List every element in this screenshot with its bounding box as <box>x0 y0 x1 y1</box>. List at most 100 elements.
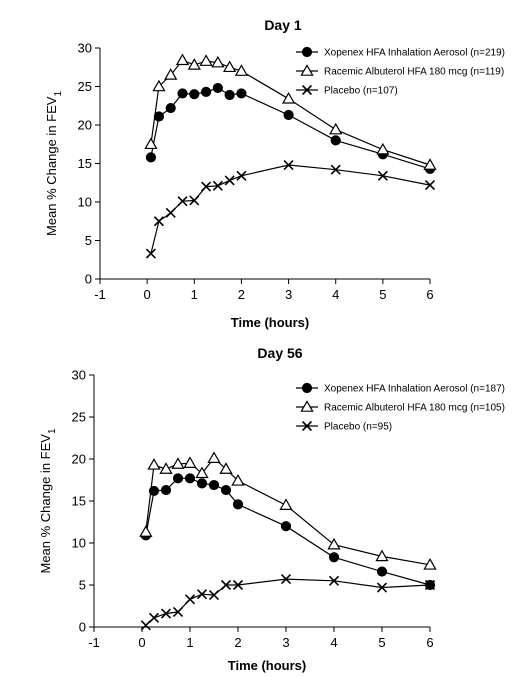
data-point <box>201 181 212 192</box>
x-tick-label: 3 <box>282 635 289 650</box>
data-point <box>152 79 166 92</box>
data-point <box>172 473 184 484</box>
data-point <box>187 58 201 70</box>
data-point <box>145 152 157 163</box>
x-axis-label: Time (hours) <box>228 658 307 673</box>
data-point <box>175 53 190 66</box>
data-point <box>195 466 209 479</box>
data-point <box>199 54 213 66</box>
data-point <box>376 142 390 155</box>
data-point <box>329 122 343 135</box>
data-point <box>234 64 249 76</box>
data-point <box>165 207 176 218</box>
data-point <box>328 575 340 586</box>
x-tick-label: -1 <box>88 635 100 650</box>
series-line <box>145 477 431 586</box>
data-point <box>183 456 197 468</box>
data-point <box>330 164 341 175</box>
y-tick-label: 10 <box>72 536 86 551</box>
legend-marker <box>301 46 313 58</box>
data-point <box>164 68 178 80</box>
legend-marker <box>301 420 313 432</box>
data-point <box>375 549 389 562</box>
legend-label: Xopenex HFA Inhalation Aerosol (n=219) <box>324 48 505 59</box>
data-point <box>207 451 221 463</box>
data-point <box>283 109 294 121</box>
x-tick-label: 2 <box>238 287 245 302</box>
data-point <box>211 55 225 68</box>
data-point <box>236 88 247 99</box>
y-axis-label-main: Mean % Change in FEV <box>38 434 53 574</box>
data-point <box>140 620 151 631</box>
legend-marker <box>300 400 314 412</box>
data-point <box>327 537 341 550</box>
data-point <box>196 589 208 600</box>
y-tick-label: 10 <box>78 195 92 210</box>
y-axis-label-subscript: 1 <box>47 428 58 434</box>
data-point <box>148 612 160 623</box>
data-point <box>280 521 292 532</box>
data-point <box>172 606 184 617</box>
data-point <box>424 579 436 591</box>
y-tick-label: 20 <box>72 452 86 467</box>
legend: Xopenex HFA Inhalation Aerosol (n=187) Ra… <box>296 382 505 433</box>
y-axis-label: Mean % Change in FEV1 <box>44 91 64 236</box>
series-open-triangle <box>139 451 437 570</box>
data-point <box>139 525 153 537</box>
data-point <box>424 179 436 191</box>
data-point <box>423 158 437 170</box>
data-point <box>189 89 200 100</box>
data-point <box>220 484 232 496</box>
legend-marker <box>300 64 314 76</box>
data-point <box>219 462 233 474</box>
data-point <box>184 473 196 484</box>
x-tick-label: 6 <box>426 287 433 302</box>
series-open-triangle <box>144 53 437 170</box>
y-tick-label: 20 <box>78 118 92 133</box>
data-point <box>212 82 223 94</box>
legend: Xopenex HFA Inhalation Aerosol (n=219) Ra… <box>296 46 505 97</box>
data-point <box>279 498 293 510</box>
y-tick-label: 25 <box>72 410 86 425</box>
data-point <box>189 195 200 206</box>
data-point <box>196 478 208 489</box>
data-point <box>159 462 173 474</box>
legend-label: Placebo (n=107) <box>324 86 398 97</box>
series-x <box>140 574 436 631</box>
y-tick-label: 0 <box>79 620 86 635</box>
legend-label: Racemic Albuterol HFA 180 mcg (n=105) <box>324 403 505 414</box>
y-tick-label: 30 <box>72 368 86 383</box>
data-point <box>171 457 185 469</box>
series-line <box>145 578 431 626</box>
data-point <box>223 60 237 73</box>
data-point <box>208 590 220 601</box>
data-point <box>232 579 244 591</box>
chart-title: Day 56 <box>257 345 302 361</box>
y-axis-label: Mean % Change in FEV1 <box>38 428 58 573</box>
data-point <box>220 579 232 591</box>
data-point <box>165 102 176 114</box>
data-point <box>184 594 196 605</box>
data-point <box>177 196 188 207</box>
y-tick-label: 15 <box>78 156 92 171</box>
x-tick-label: -1 <box>94 287 106 302</box>
y-tick-label: 25 <box>78 79 92 94</box>
legend-label: Xopenex HFA Inhalation Aerosol (n=187) <box>324 384 505 395</box>
x-tick-label: 5 <box>378 635 385 650</box>
series-line <box>150 164 431 254</box>
series-filled-circle <box>140 473 436 591</box>
data-point <box>177 88 188 99</box>
data-point <box>231 474 245 486</box>
x-tick-label: 5 <box>379 287 386 302</box>
x-tick-label: 6 <box>426 635 433 650</box>
data-point <box>236 170 247 181</box>
data-point <box>212 180 223 191</box>
y-axis-label-subscript: 1 <box>53 91 64 97</box>
legend-label: Racemic Albuterol HFA 180 mcg (n=119) <box>324 67 504 78</box>
data-point <box>200 86 212 97</box>
data-point <box>160 608 172 619</box>
x-axis-label: Time (hours) <box>231 315 310 330</box>
